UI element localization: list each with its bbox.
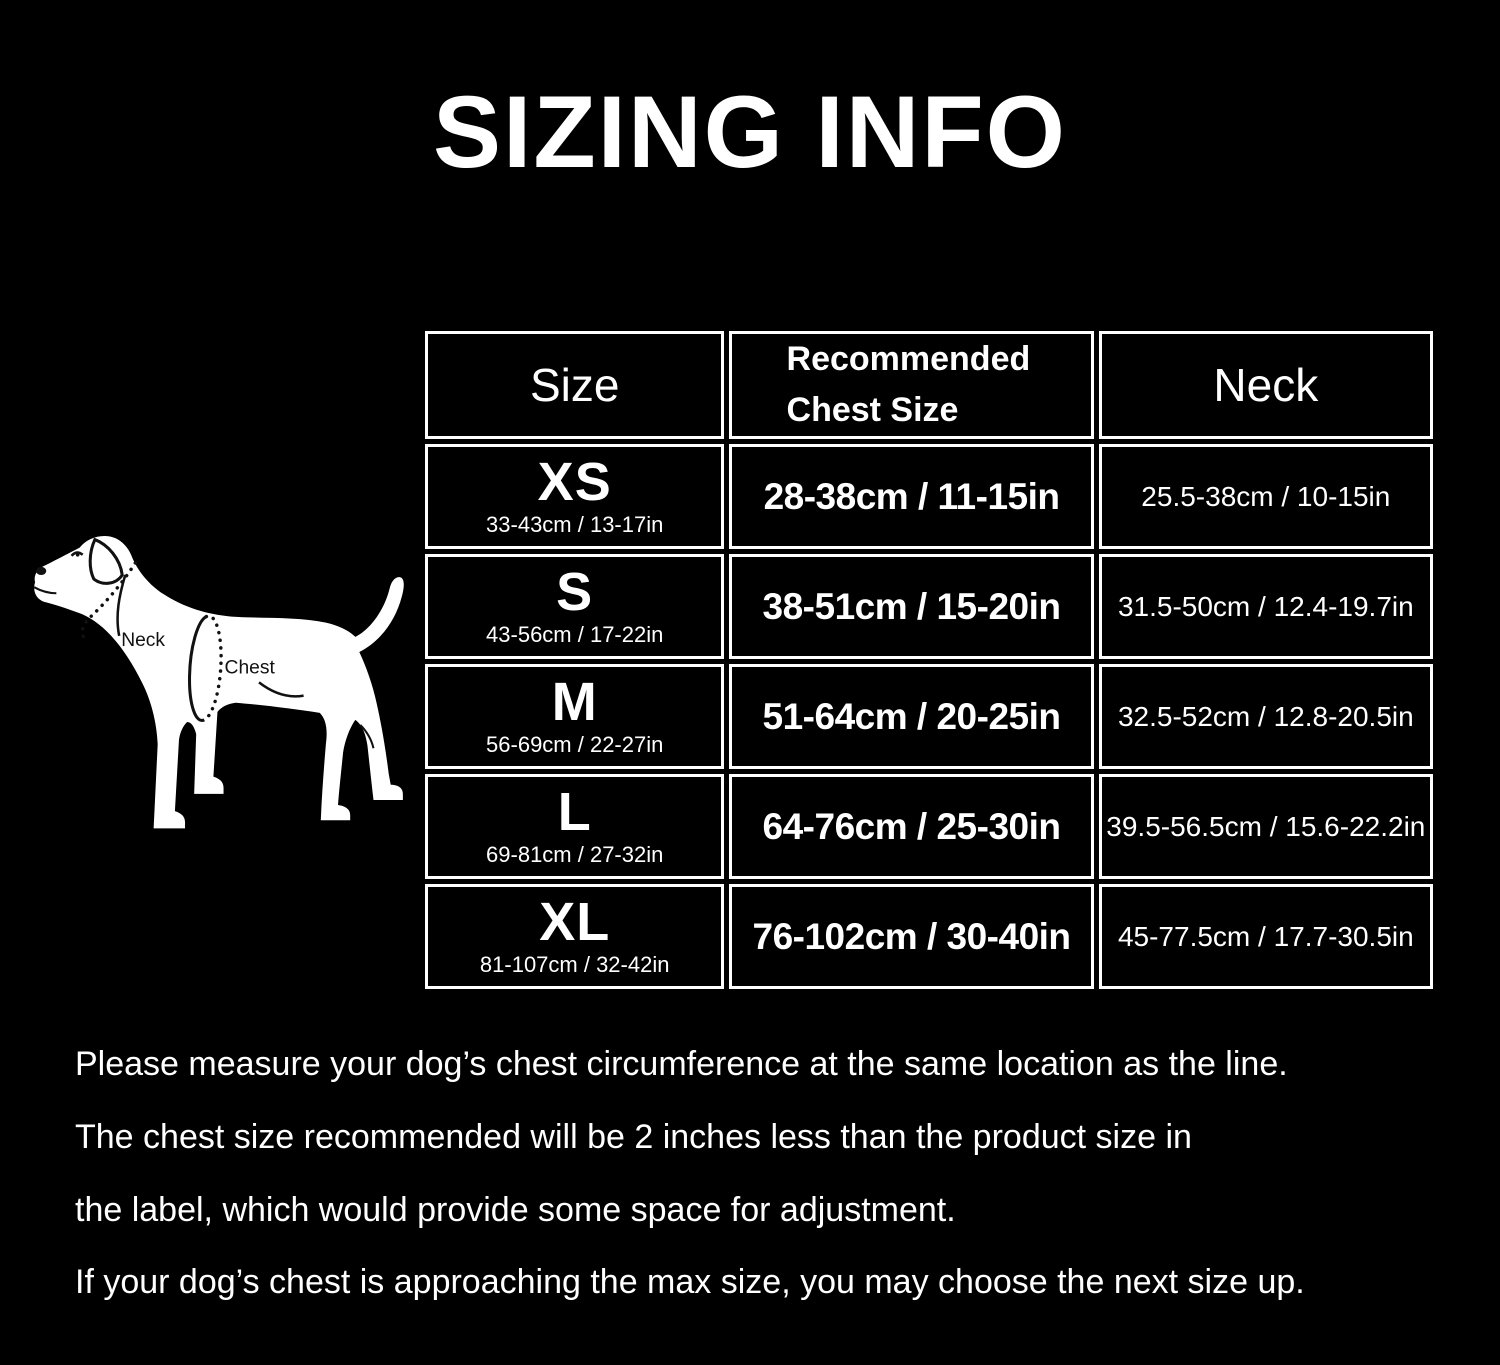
dog-ear [88,537,124,585]
chest-size-cell: 38-51cm / 15-20in [729,554,1094,659]
chest-label: Chest [225,657,276,678]
size-cell: XL 81-107cm / 32-42in [425,884,725,989]
dog-silhouette [34,536,404,829]
size-range: 56-69cm / 22-27in [486,732,664,757]
hock-line [359,724,375,749]
neck-size-cell: 25.5-38cm / 10-15in [1098,444,1433,549]
neck-size-cell: 45-77.5cm / 17.7-30.5in [1098,884,1433,989]
note-line: the label, which would provide some spac… [75,1190,956,1229]
size-range: 33-43cm / 13-17in [486,512,664,537]
size-cell: L 69-81cm / 27-32in [425,774,725,879]
neck-size-cell: 31.5-50cm / 12.4-19.7in [1098,554,1433,659]
size-range: 81-107cm / 32-42in [479,952,670,977]
chest-measure-line [202,614,223,722]
size-value: XS [537,452,612,512]
neck-size-cell: 39.5-56.5cm / 15.6-22.2in [1098,774,1433,879]
dog-eye-dot [75,552,80,557]
table-row-l: L 69-81cm / 27-32in 64-76cm / 25-30in 39… [425,774,1433,879]
dog-nose [36,566,47,576]
dog-measurement-diagram: Neck Chest [28,530,413,845]
shoulder-line [116,574,127,637]
table-row-m: M 56-69cm / 22-27in 51-64cm / 20-25in 32… [425,664,1433,769]
column-header-chest-text: Recommended Chest Size [786,340,1031,429]
size-cell: M 56-69cm / 22-27in [425,664,725,769]
neck-measure-line [80,561,138,641]
neck-size-cell: 32.5-52cm / 12.8-20.5in [1098,664,1433,769]
size-value: XL [539,892,611,952]
column-header-neck: Neck [1098,331,1433,439]
column-header-chest: Recommended Chest Size [729,331,1094,439]
table-row-xl: XL 81-107cm / 32-42in 76-102cm / 30-40in… [425,884,1433,989]
note-line: Please measure your dog’s chest circumfe… [75,1045,1288,1083]
chest-measure-solid [188,615,208,722]
column-header-size: Size [425,331,725,439]
neck-label: Neck [121,630,165,651]
size-range: 69-81cm / 27-32in [486,842,664,867]
chest-size-cell: 76-102cm / 30-40in [729,884,1094,989]
note-line: The chest size recommended will be 2 inc… [75,1117,1192,1156]
chest-size-cell: 28-38cm / 11-15in [729,444,1094,549]
dog-illustration: Neck Chest [33,536,404,829]
thigh-line [258,681,304,698]
size-value: M [551,672,598,732]
page-title: SIZING INFO [433,75,1067,189]
dog-mouth [33,586,57,595]
dog-eye [70,551,84,557]
chest-size-cell: 64-76cm / 25-30in [729,774,1094,879]
size-cell: XS 33-43cm / 13-17in [425,444,725,549]
chest-size-cell: 51-64cm / 20-25in [729,664,1094,769]
size-range: 43-56cm / 17-22in [486,622,664,647]
table-row-xs: XS 33-43cm / 13-17in 28-38cm / 11-15in 2… [425,444,1433,549]
table-row-s: S 43-56cm / 17-22in 38-51cm / 15-20in 31… [425,554,1433,659]
note-line: If your dog’s chest is approaching the m… [75,1263,1305,1302]
sizing-table: Size Recommended Chest Size Neck XS 33-4… [420,326,1438,994]
size-value: S [556,562,594,622]
measurement-notes: Please measure your dog’s chest circumfe… [75,1044,1465,1335]
table-header-row: Size Recommended Chest Size Neck [425,331,1433,439]
size-cell: S 43-56cm / 17-22in [425,554,725,659]
size-value: L [557,782,592,842]
